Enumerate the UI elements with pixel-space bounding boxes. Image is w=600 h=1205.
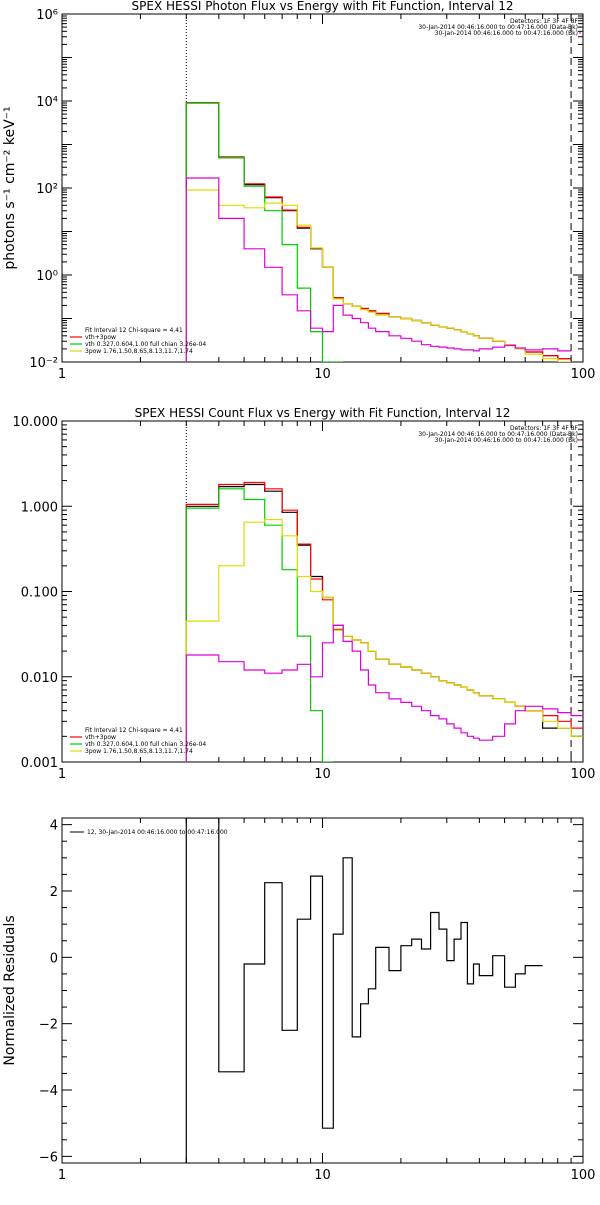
legend-top-line: 30-Jan-2014 00:46:16.000 to 00:47:16.000… xyxy=(418,24,578,31)
chart-title: SPEX HESSI Count Flux vs Energy with Fit… xyxy=(135,406,511,420)
y-tick-label: −6 xyxy=(39,1150,58,1165)
y-tick-label: 10⁰ xyxy=(36,269,58,284)
series-vth xyxy=(185,102,344,362)
x-tick-label: 100 xyxy=(571,367,596,382)
plot-frame xyxy=(61,13,584,363)
legend-bottom-line: vth+3pow xyxy=(85,334,116,341)
y-axis-label: photons s⁻¹ cm⁻² keV⁻¹ xyxy=(2,106,18,269)
x-tick-label: 100 xyxy=(571,767,596,782)
legend-bottom-line: 3pow 1.76,1.50,8.65,8.13,11.7,1.74 xyxy=(85,348,193,355)
x-tick-label: 10 xyxy=(314,367,331,382)
series-group xyxy=(185,102,572,362)
y-tick-label: −2 xyxy=(39,1018,58,1033)
series-total xyxy=(185,483,583,762)
chart-panel-1: SPEX HESSI Photon Flux vs Energy with Fi… xyxy=(2,0,595,382)
y-tick-label: 0.100 xyxy=(21,586,58,601)
legend-bottom-line: vth 0.327,0.604,1.00 full chian 3.26e-04 xyxy=(85,741,206,748)
legend-top-line: Detectors: 1F 3F 4F 8F xyxy=(510,18,579,25)
y-tick-label: 1.000 xyxy=(21,500,58,515)
series-bkg xyxy=(185,177,572,362)
y-tick-label: 10⁶ xyxy=(36,8,58,23)
x-tick-label: 1 xyxy=(58,767,66,782)
y-tick-label: 0.010 xyxy=(21,671,58,686)
y-tick-label: 10⁴ xyxy=(36,95,58,110)
y-tick-label: 4 xyxy=(50,819,58,834)
y-tick-label: 10.000 xyxy=(13,415,59,430)
legend-top-line: 12, 30-Jan-2014 00:46:16.000 to 00:47:16… xyxy=(87,829,228,836)
series-group xyxy=(185,481,583,762)
y-tick-label: 0.001 xyxy=(21,756,58,771)
x-tick-label: 1 xyxy=(58,367,66,382)
y-tick-label: 10⁻² xyxy=(29,356,58,371)
series-group xyxy=(185,818,543,1163)
x-tick-label: 100 xyxy=(571,1168,596,1183)
y-tick-label: −4 xyxy=(39,1084,58,1099)
legend-top-line: 30-Jan-2014 00:46:16.000 to 00:47:16.000… xyxy=(418,431,578,438)
legend-top-line: 30-Jan-2014 00:46:16.000 to 00:47:16.000… xyxy=(435,30,578,37)
y-tick-label: 2 xyxy=(50,885,58,900)
legend-bottom-line: 3pow 1.76,1.50,8.65,8.13,11.7,1.74 xyxy=(85,748,193,755)
series-pow xyxy=(185,189,572,362)
series-vth xyxy=(185,488,334,762)
series-total xyxy=(185,818,543,1163)
y-tick-label: 10² xyxy=(36,182,58,197)
chart-title: SPEX HESSI Photon Flux vs Energy with Fi… xyxy=(132,0,514,13)
legend-bottom-line: Fit Interval 12 Chi-square = 4.41 xyxy=(85,327,183,334)
x-tick-label: 10 xyxy=(314,1168,331,1183)
chart-panel-3: Normalized Residuals 1 10 100 −6 −4 −2 0 2 4 12, 3… xyxy=(2,817,596,1183)
x-tick-label: 1 xyxy=(58,1168,66,1183)
legend-bottom-line: Fit Interval 12 Chi-square = 4.41 xyxy=(85,727,183,734)
series-vth_3pow xyxy=(185,481,583,762)
series-bkg xyxy=(185,624,583,762)
chart-panel-2: SPEX HESSI Count Flux vs Energy with Fit… xyxy=(13,406,596,782)
legend-bottom-line: vth+3pow xyxy=(85,734,116,741)
x-tick-label: 10 xyxy=(314,767,331,782)
legend-top-line: Detectors: 1F 3F 4F 8F xyxy=(510,425,579,432)
legend-top-line: 30-Jan-2014 00:46:16.000 to 00:47:16.000… xyxy=(435,437,578,444)
y-axis-label: Normalized Residuals xyxy=(2,915,18,1065)
series-pow xyxy=(185,518,583,762)
y-tick-label: 0 xyxy=(50,951,58,966)
legend-bottom-line: vth 0.327,0.604,1.00 full chian 3.26e-04 xyxy=(85,341,206,348)
